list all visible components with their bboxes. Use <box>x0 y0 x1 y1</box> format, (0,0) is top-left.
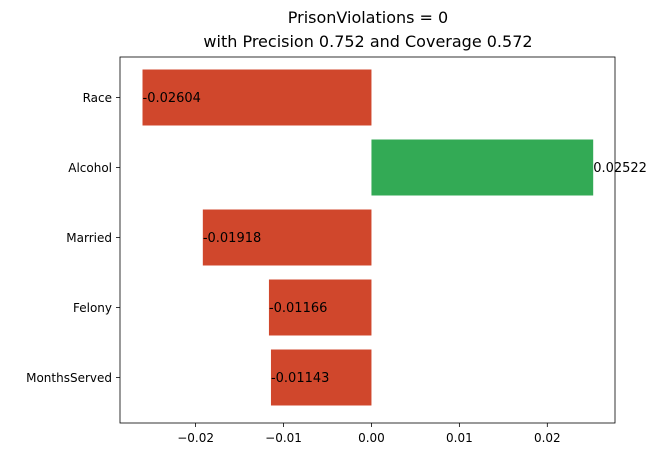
bar-race <box>142 69 372 126</box>
x-tick-label: 0.01 <box>446 431 473 445</box>
y-tick-label-monthsserved: MonthsServed <box>26 371 112 385</box>
x-tick-label: −0.01 <box>265 431 302 445</box>
bar-married <box>202 209 372 266</box>
y-tick-label-race: Race <box>83 91 112 105</box>
x-tick-label: −0.02 <box>177 431 214 445</box>
y-tick-label-alcohol: Alcohol <box>68 161 112 175</box>
data-label-monthsserved: -0.01143 <box>271 371 329 386</box>
y-tick-label-married: Married <box>66 231 112 245</box>
y-tick-label-felony: Felony <box>73 301 112 315</box>
x-tick-label: 0.02 <box>534 431 561 445</box>
bar-alcohol <box>371 139 594 196</box>
data-label-alcohol: 0.02522 <box>593 161 647 176</box>
bar-felony <box>268 279 372 336</box>
data-label-race: -0.02604 <box>143 91 201 106</box>
chart-title-line-2: with Precision 0.752 and Coverage 0.572 <box>203 32 532 51</box>
plot-area: -0.02604 Race 0.02522 Alcohol -0.01918 Marrie… <box>26 56 647 445</box>
data-label-married: -0.01918 <box>203 231 261 246</box>
x-tick-label: 0.00 <box>358 431 385 445</box>
data-label-felony: -0.01166 <box>269 301 327 316</box>
chart-title-line-1: PrisonViolations = 0 <box>288 8 448 27</box>
axes-frame <box>119 56 616 424</box>
bar-monthsserved <box>270 349 372 406</box>
